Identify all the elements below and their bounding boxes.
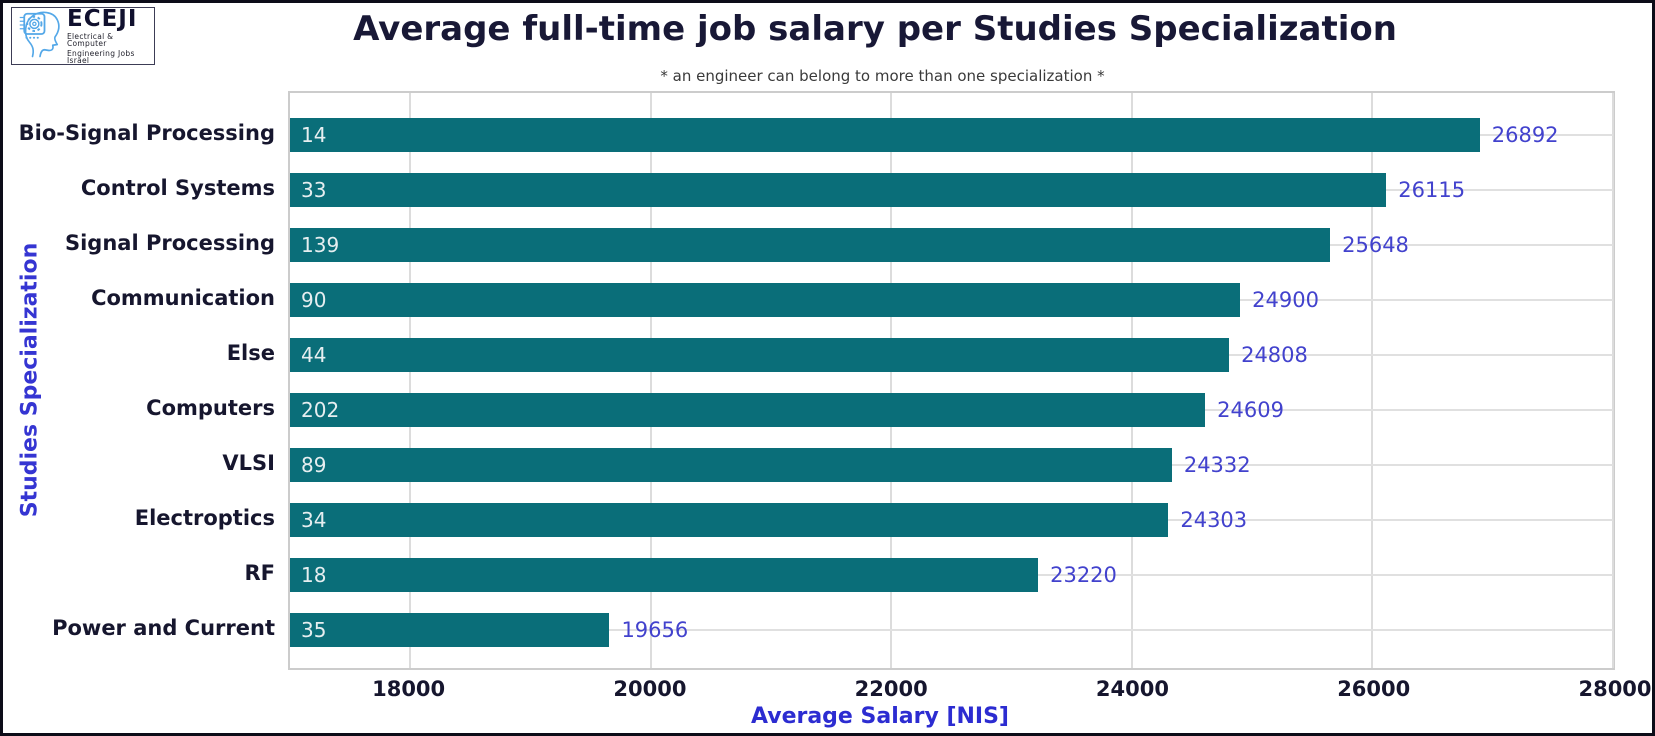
category-label: Bio-Signal Processing [18, 121, 275, 145]
bar-count-label: 202 [301, 398, 340, 422]
bar-value-label: 25648 [1342, 233, 1409, 257]
x-tick-label: 26000 [1337, 677, 1411, 701]
bar-value-label: 24609 [1217, 398, 1284, 422]
bar-value-label: 24303 [1180, 508, 1248, 532]
bar-count-label: 35 [301, 618, 327, 642]
bar-count-label: 18 [301, 563, 327, 587]
bar-count-label: 33 [301, 178, 327, 202]
category-label: VLSI [222, 451, 275, 475]
h-gridline [290, 629, 1613, 631]
plot-area: 14 26892 33 26115 139 25648 90 24900 44 24808 202 2… [288, 91, 1615, 670]
x-tick-label: 24000 [1095, 677, 1169, 701]
bar-segment: 18 [290, 558, 1039, 592]
category-label: Power and Current [52, 616, 275, 640]
category-label: Computers [146, 396, 275, 420]
bar-count-label: 90 [301, 288, 327, 312]
bar-count-label: 139 [301, 233, 340, 257]
logo-tagline-line1: Electrical & Computer [67, 31, 114, 48]
v-gridline [1371, 93, 1374, 668]
bar-value-label: 26892 [1491, 123, 1559, 147]
bar-segment: 44 [290, 338, 1230, 372]
category-label: RF [244, 561, 275, 585]
bar-value-label: 24332 [1183, 453, 1251, 477]
bar-value-label: 23220 [1050, 563, 1117, 587]
bar-count-label: 89 [301, 453, 327, 477]
category-label: Else [226, 341, 275, 365]
bar-segment: 139 [290, 228, 1331, 262]
bar-segment: 33 [290, 173, 1387, 207]
bar-segment: 202 [290, 393, 1206, 427]
logo-brand: ECEJI [67, 5, 138, 32]
head-chip-icon [16, 8, 64, 64]
category-label: Electroptics [134, 506, 275, 530]
chart-subtitle: * an engineer can belong to more than on… [660, 67, 1105, 85]
x-axis-label: Average Salary [NIS] [750, 704, 1009, 729]
bar-count-label: 44 [301, 343, 327, 367]
v-gridline [649, 93, 652, 668]
bar-segment: 35 [290, 613, 610, 647]
eceji-logo: ECEJI Electrical & Computer Engineering … [11, 7, 155, 65]
v-gridline [1612, 93, 1614, 668]
logo-tagline-line2: Engineering Jobs Israel [67, 48, 135, 65]
category-label: Communication [91, 286, 275, 310]
bar-count-label: 34 [301, 508, 327, 532]
bar-count-label: 14 [301, 123, 327, 147]
page-title: Average full-time job salary per Studies… [353, 9, 1397, 49]
bar-segment: 89 [290, 448, 1172, 482]
logo-text: ECEJI Electrical & Computer Engineering … [67, 5, 150, 65]
x-tick-label: 28000 [1578, 677, 1652, 701]
x-tick-label: 22000 [854, 677, 928, 701]
bar-segment: 14 [290, 118, 1480, 152]
bar-segment: 34 [290, 503, 1169, 537]
bar-value-label: 26115 [1398, 178, 1466, 202]
bar-segment: 90 [290, 283, 1241, 317]
v-gridline [890, 93, 893, 668]
category-label: Signal Processing [64, 231, 275, 255]
v-gridline [409, 93, 412, 668]
v-gridline [1130, 93, 1133, 668]
bar-value-label: 24900 [1252, 288, 1319, 312]
bar-value-label: 19656 [621, 618, 689, 642]
x-tick-label: 18000 [372, 677, 446, 701]
category-label: Control Systems [80, 176, 275, 200]
bar-value-label: 24808 [1241, 343, 1308, 367]
x-tick-label: 20000 [613, 677, 687, 701]
